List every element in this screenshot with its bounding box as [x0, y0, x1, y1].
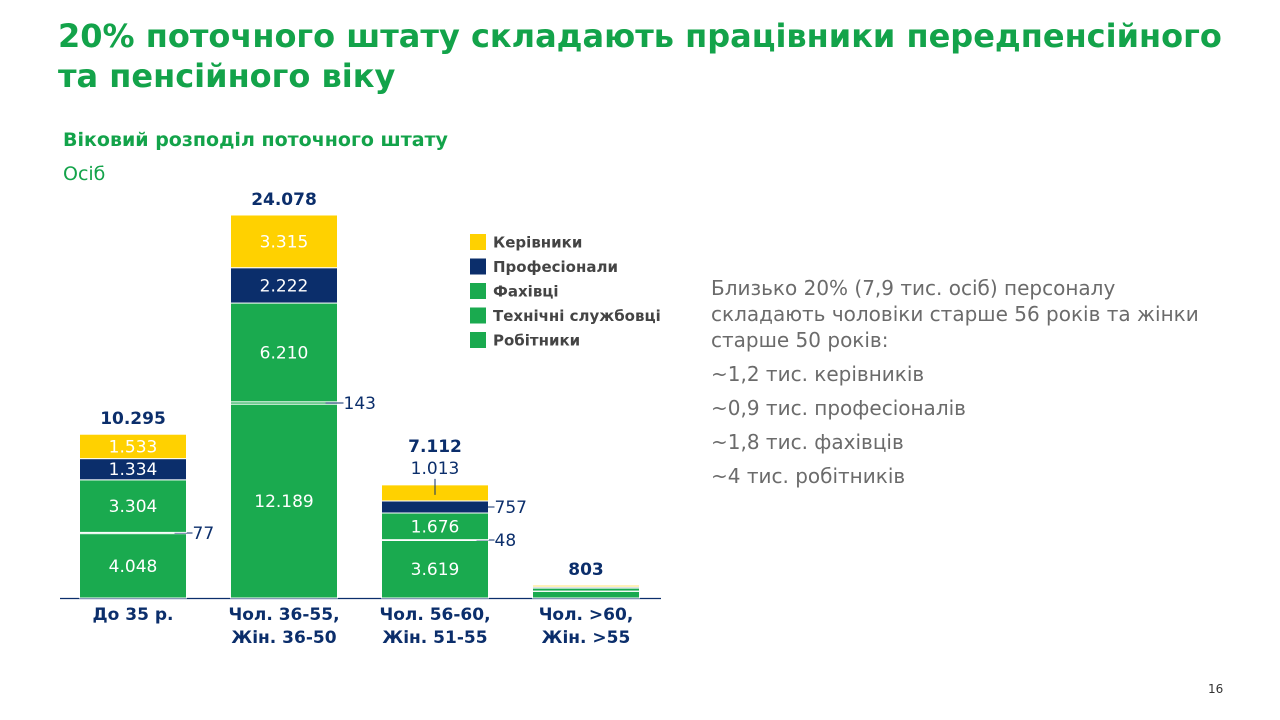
total-label: 7.112: [408, 437, 462, 457]
legend-label: Робітники: [493, 332, 580, 350]
slide-title: 20% поточного штату складають працівники…: [58, 17, 1222, 95]
chart-unit: Осіб: [63, 163, 106, 185]
legend-swatch: [470, 258, 486, 275]
value-label: 1.676: [411, 517, 460, 537]
x-tick-label: Чол. 36-55, Жін. 36-50: [228, 605, 340, 648]
x-tick-label: Чол. 56-60, Жін. 51-55: [379, 605, 491, 648]
paragraph: Близько 20% (7,9 тис. осіб) персоналу ск…: [711, 276, 1199, 352]
bar-segment: [532, 590, 640, 599]
total-label: 10.295: [100, 409, 166, 429]
value-label: 6.210: [260, 343, 309, 363]
bar-segment: [230, 403, 338, 599]
value-label: 4.048: [109, 557, 158, 577]
legend-swatch: [470, 234, 486, 250]
value-label: 3.315: [260, 232, 309, 252]
bar-segment: [79, 479, 187, 533]
value-label: 757: [495, 498, 527, 518]
total-label: 803: [568, 560, 604, 580]
bullet: ~1,2 тис. керівників: [711, 362, 925, 386]
value-label: 48: [495, 531, 517, 551]
text-panel: Близько 20% (7,9 тис. осіб) персоналу ск…: [711, 275, 1221, 497]
value-label: 1.334: [109, 460, 158, 480]
bullet: ~4 тис. робітників: [711, 464, 906, 488]
legend-label: Керівники: [493, 234, 582, 252]
value-label: 12.189: [254, 492, 313, 512]
value-label: 1.013: [411, 459, 460, 479]
legend-swatch: [470, 332, 486, 348]
bar-segment: [381, 512, 489, 541]
bar-segment: [230, 214, 338, 269]
page-number: 16: [1208, 682, 1224, 696]
value-label: 77: [193, 524, 215, 544]
legend-label: Професіонали: [493, 258, 618, 276]
value-label: 1.533: [109, 437, 158, 457]
bar-segment: [230, 302, 338, 403]
bar-segment: [381, 500, 489, 514]
legend-swatch: [470, 283, 486, 299]
total-label: 24.078: [251, 190, 317, 210]
value-label: 143: [344, 394, 376, 414]
bar-segment: [230, 267, 338, 304]
legend-label: Технічні службовці: [493, 307, 661, 325]
bar-segment: [381, 539, 489, 599]
value-label: 2.222: [260, 276, 309, 296]
x-tick-label: Чол. >60, Жін. >55: [538, 605, 634, 648]
legend-label: Фахівці: [493, 283, 559, 301]
bullet: ~0,9 тис. професіоналів: [711, 396, 966, 420]
value-label: 3.619: [411, 560, 460, 580]
value-label: 3.304: [109, 497, 158, 517]
bar-segment: [79, 533, 187, 599]
bar-segment: [79, 433, 187, 460]
chart-title: Віковий розподіл поточного штату: [63, 129, 448, 151]
x-tick-label: До 35 р.: [92, 605, 174, 625]
bullet: ~1,8 тис. фахівців: [711, 430, 904, 454]
bar-segment: [532, 584, 640, 588]
legend-swatch: [470, 307, 486, 324]
